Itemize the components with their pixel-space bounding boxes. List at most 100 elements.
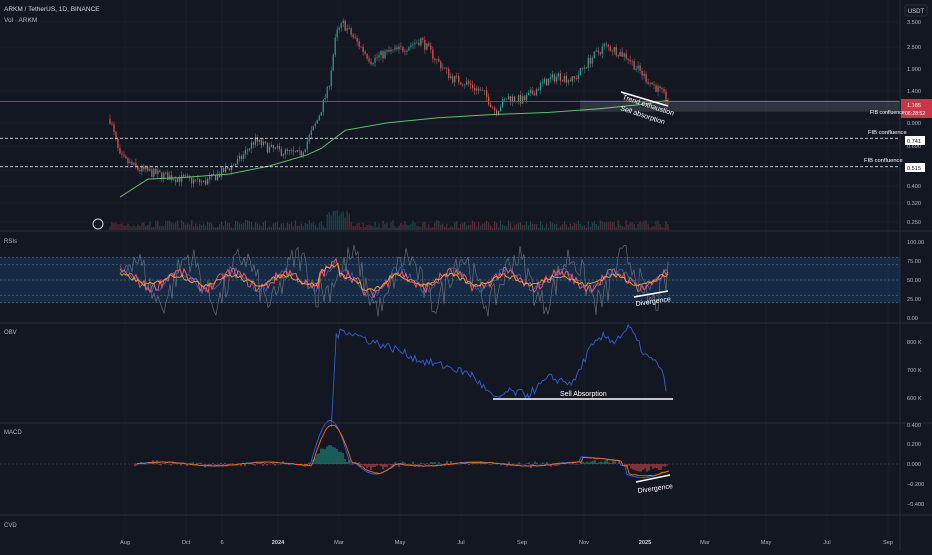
candle-body	[450, 76, 451, 78]
candle-body	[335, 37, 336, 54]
volume-bar	[181, 220, 182, 230]
volume-bar	[167, 221, 168, 230]
volume-bar	[542, 225, 543, 230]
volume-bar	[376, 227, 377, 230]
macd-histogram-bar	[628, 464, 629, 466]
candle-body	[408, 47, 409, 50]
volume-bar	[492, 228, 493, 230]
macd-histogram-bar	[546, 462, 547, 464]
volume-bar	[618, 220, 619, 230]
macd-signal-line	[137, 425, 669, 476]
macd-histogram-bar	[594, 460, 595, 464]
macd-histogram-bar	[412, 462, 413, 464]
candle-body	[490, 105, 491, 108]
candle-body	[225, 167, 226, 172]
volume-bar	[510, 223, 511, 230]
volume-bar	[570, 223, 571, 230]
candle-body	[576, 78, 577, 79]
volume-bar	[143, 222, 144, 230]
macd-histogram-bar	[568, 463, 569, 464]
candle-body	[472, 85, 473, 88]
tradingview-logo[interactable]	[93, 219, 103, 229]
candle-body	[404, 51, 405, 52]
macd-histogram-bar	[192, 462, 193, 464]
rsi-panel-title[interactable]: RSIs	[4, 239, 17, 245]
volume-bar	[255, 222, 256, 230]
macd-histogram-bar	[542, 463, 543, 464]
candle-body	[339, 28, 340, 30]
macd-histogram-bar	[534, 461, 535, 464]
volume-bar	[249, 221, 250, 230]
candle-body	[544, 79, 545, 83]
volume-bar	[460, 224, 461, 230]
candle-body	[285, 149, 286, 154]
candle-body	[341, 23, 342, 28]
volume-bar	[396, 228, 397, 230]
volume-bar	[133, 225, 134, 230]
volume-bar	[359, 223, 360, 230]
volume-bar	[299, 226, 300, 230]
time-axis[interactable]: Aug Oct 6 2024 Mar May Jul Sep Nov 2025 …	[120, 540, 893, 546]
candle-body	[229, 168, 230, 170]
candle-body	[566, 76, 567, 83]
volume-bar	[390, 222, 391, 230]
volume-title[interactable]: Vol · ARKM	[4, 17, 37, 24]
candle-body	[580, 68, 581, 75]
volume-bar	[239, 223, 240, 230]
candle-body	[524, 96, 525, 100]
volume-bar	[645, 220, 646, 230]
volume-bar	[494, 221, 495, 230]
fib-value-2: 0.515	[907, 166, 921, 172]
cvd-panel-title[interactable]: CVD	[4, 523, 17, 529]
volume-bar	[446, 224, 447, 230]
macd-histogram-bar	[402, 462, 403, 464]
candle-body	[498, 111, 499, 114]
obv-panel-title[interactable]: OBV	[4, 330, 17, 336]
candle-body	[624, 54, 625, 57]
time-tick: Aug	[120, 540, 130, 546]
volume-bar	[361, 227, 362, 230]
macd-histogram-bar	[490, 464, 491, 465]
macd-histogram-bar	[180, 464, 181, 466]
macd-axis[interactable]: 0.400 0.200 0.000 −0.200 −0.400	[907, 423, 924, 508]
macd-histogram-bar	[656, 464, 657, 468]
macd-histogram-bar	[382, 464, 383, 469]
candle-body	[426, 43, 427, 49]
rsi-axis[interactable]: 100.00 75.00 50.00 25.00 0.00	[907, 240, 924, 322]
macd-histogram-bar	[352, 464, 353, 465]
volume-bar	[319, 223, 320, 230]
volume-bar	[638, 224, 639, 230]
candle-body	[476, 89, 477, 91]
candle-body	[181, 175, 182, 182]
volume-bar	[649, 227, 650, 230]
candle-body	[657, 86, 658, 92]
price-axis[interactable]: 3.500 2.500 1.900 1.400 0.900 0.690 0.52…	[907, 20, 921, 226]
macd-histogram-bar	[432, 462, 433, 464]
symbol-title[interactable]: ARKM / TetherUS, 1D, BINANCE	[4, 6, 100, 13]
macd-histogram-bar	[424, 464, 425, 465]
candle-body	[207, 179, 208, 184]
rsi-tick: 0.00	[907, 316, 918, 322]
volume-bar	[243, 223, 244, 230]
volume-bar	[444, 227, 445, 230]
candle-body	[500, 107, 501, 111]
volume-bar	[659, 224, 660, 230]
volume-bar	[329, 212, 330, 230]
currency-label[interactable]: USDT	[908, 9, 925, 15]
volume-bar	[508, 220, 509, 230]
volume-bar	[560, 226, 561, 230]
macd-panel-title[interactable]: MACD	[4, 430, 22, 436]
macd-histogram-bar	[288, 464, 289, 465]
volume-bar	[185, 225, 186, 230]
obv-axis[interactable]: 800 K 700 K 600 K	[907, 340, 922, 402]
candle-body	[251, 143, 252, 149]
candle-body	[556, 76, 557, 81]
volume-bar	[620, 225, 621, 230]
volume-bar	[580, 224, 581, 230]
volume-bar	[137, 225, 138, 230]
macd-histogram-bar	[324, 449, 325, 464]
macd-histogram-bar	[446, 461, 447, 464]
candle-body	[337, 30, 338, 38]
